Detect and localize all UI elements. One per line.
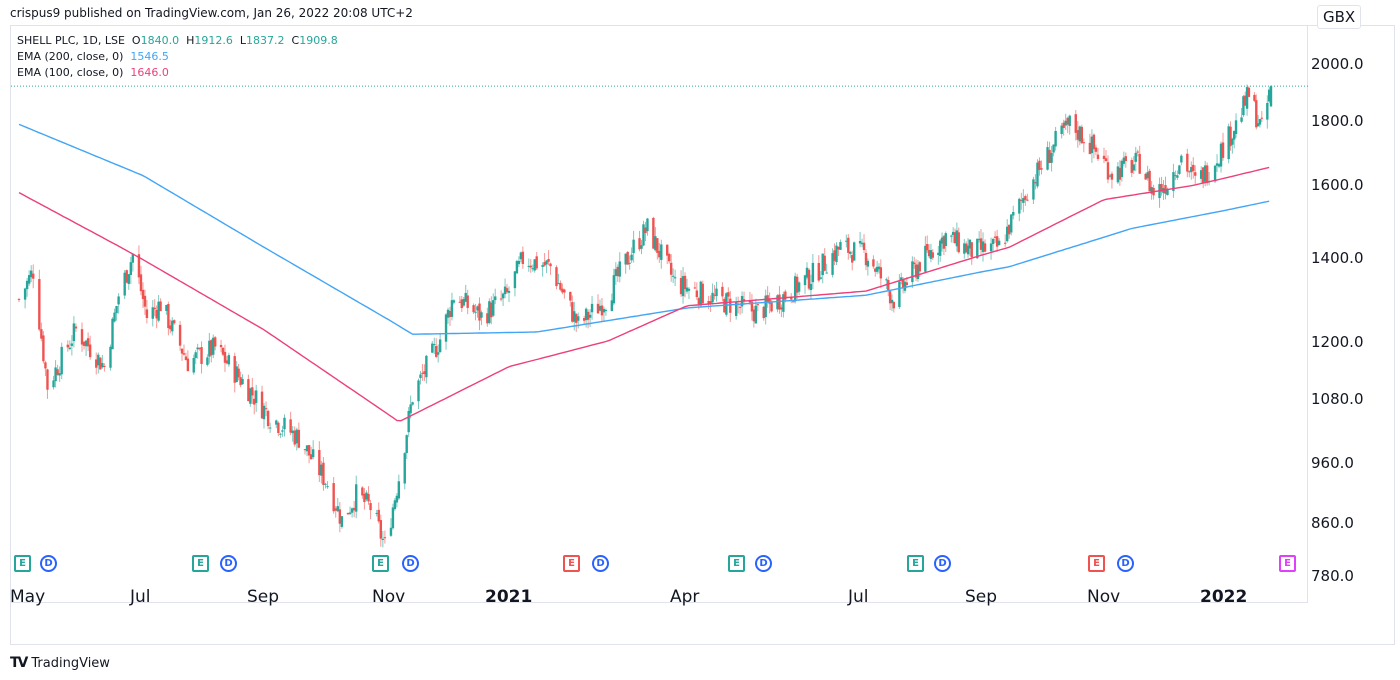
price-pane[interactable]: SHELL PLC, 1D, LSE O1840.0 H1912.6 L1837… <box>11 26 1308 603</box>
ema100-line <box>18 166 1270 422</box>
dividend-icon[interactable]: D <box>755 555 772 572</box>
high-value: 1912.6 <box>194 34 233 47</box>
price-tick: 1800.0 <box>1311 112 1364 131</box>
legend-ema200-row[interactable]: EMA (200, close, 0) 1546.5 <box>17 49 338 65</box>
earnings-icon[interactable]: E <box>563 555 580 572</box>
publish-info: crispus9 published on TradingView.com, J… <box>10 6 413 20</box>
ema200-label: EMA (200, close, 0) <box>17 50 124 63</box>
earnings-icon[interactable]: E <box>192 555 209 572</box>
open-value: 1840.0 <box>140 34 180 47</box>
price-tick: 1400.0 <box>1311 248 1364 267</box>
ema100-label: EMA (100, close, 0) <box>17 66 124 79</box>
dividend-icon[interactable]: D <box>1117 555 1134 572</box>
time-tick: Jul <box>848 587 869 607</box>
legend-ema100-row[interactable]: EMA (100, close, 0) 1646.0 <box>17 65 338 81</box>
earnings-icon[interactable]: E <box>1088 555 1105 572</box>
time-tick: 2022 <box>1200 587 1248 607</box>
open-label: O <box>131 34 141 47</box>
footer: TV TradingView <box>10 655 110 671</box>
close-label: C <box>291 34 300 47</box>
candles <box>17 84 1273 548</box>
chart-legend: SHELL PLC, 1D, LSE O1840.0 H1912.6 L1837… <box>17 33 338 81</box>
price-tick: 1600.0 <box>1311 176 1364 195</box>
price-tick: 1200.0 <box>1311 332 1364 351</box>
currency-badge[interactable]: GBX <box>1317 5 1362 29</box>
dividend-icon[interactable]: D <box>40 555 57 572</box>
chart-frame: SHELL PLC, 1D, LSE O1840.0 H1912.6 L1837… <box>10 25 1395 645</box>
time-tick: May <box>10 587 46 607</box>
candlestick-chart <box>11 84 1308 548</box>
price-tick: 860.0 <box>1311 513 1354 532</box>
price-tick: 960.0 <box>1311 454 1354 473</box>
tradingview-logo-icon: TV <box>10 655 28 671</box>
dividend-icon[interactable]: D <box>402 555 419 572</box>
dividend-icon[interactable]: D <box>592 555 609 572</box>
time-tick: Sep <box>247 587 280 607</box>
dividend-icon[interactable]: D <box>220 555 237 572</box>
dividend-icon[interactable]: D <box>934 555 951 572</box>
footer-brand[interactable]: TradingView <box>31 655 110 671</box>
time-tick: Jul <box>130 587 151 607</box>
earnings-icon[interactable]: E <box>907 555 924 572</box>
ema200-value: 1546.5 <box>130 50 169 63</box>
price-tick: 2000.0 <box>1311 55 1364 73</box>
time-tick: Sep <box>965 587 998 607</box>
time-axis[interactable] <box>11 603 1308 644</box>
legend-symbol-row: SHELL PLC, 1D, LSE O1840.0 H1912.6 L1837… <box>17 33 338 49</box>
earnings-icon[interactable]: E <box>14 555 31 572</box>
low-value: 1837.2 <box>246 34 285 47</box>
price-tick: 780.0 <box>1311 567 1354 585</box>
close-value: 1909.8 <box>299 34 338 47</box>
high-label: H <box>186 34 195 47</box>
earnings-icon[interactable]: E <box>372 555 389 572</box>
low-label: L <box>239 34 247 47</box>
earnings-icon[interactable]: E <box>1279 555 1296 572</box>
ema200-line <box>18 123 1270 335</box>
legend-symbol[interactable]: SHELL PLC, 1D, LSE <box>17 34 125 47</box>
price-tick: 1080.0 <box>1311 390 1364 409</box>
time-tick: Nov <box>372 587 406 607</box>
ema100-value: 1646.0 <box>130 66 169 79</box>
time-tick: Nov <box>1087 587 1121 607</box>
time-tick: 2021 <box>485 587 533 607</box>
time-tick: Apr <box>670 587 700 607</box>
earnings-icon[interactable]: E <box>728 555 745 572</box>
